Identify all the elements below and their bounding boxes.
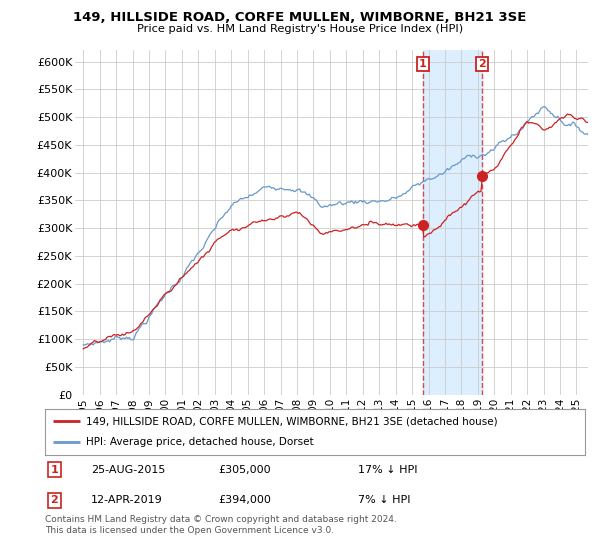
Text: 2: 2 — [50, 496, 58, 505]
Text: 12-APR-2019: 12-APR-2019 — [91, 496, 163, 505]
Text: 149, HILLSIDE ROAD, CORFE MULLEN, WIMBORNE, BH21 3SE: 149, HILLSIDE ROAD, CORFE MULLEN, WIMBOR… — [73, 11, 527, 24]
Text: £394,000: £394,000 — [218, 496, 271, 505]
Text: 25-AUG-2015: 25-AUG-2015 — [91, 465, 165, 474]
Text: 1: 1 — [50, 465, 58, 474]
Text: Contains HM Land Registry data © Crown copyright and database right 2024.
This d: Contains HM Land Registry data © Crown c… — [45, 515, 397, 535]
Text: Price paid vs. HM Land Registry's House Price Index (HPI): Price paid vs. HM Land Registry's House … — [137, 24, 463, 34]
Text: 1: 1 — [419, 59, 427, 69]
Text: 17% ↓ HPI: 17% ↓ HPI — [358, 465, 418, 474]
Text: 7% ↓ HPI: 7% ↓ HPI — [358, 496, 410, 505]
Text: HPI: Average price, detached house, Dorset: HPI: Average price, detached house, Dors… — [86, 437, 313, 447]
Text: 149, HILLSIDE ROAD, CORFE MULLEN, WIMBORNE, BH21 3SE (detached house): 149, HILLSIDE ROAD, CORFE MULLEN, WIMBOR… — [86, 416, 497, 426]
Text: £305,000: £305,000 — [218, 465, 271, 474]
Text: 2: 2 — [478, 59, 486, 69]
Bar — [423, 50, 482, 395]
